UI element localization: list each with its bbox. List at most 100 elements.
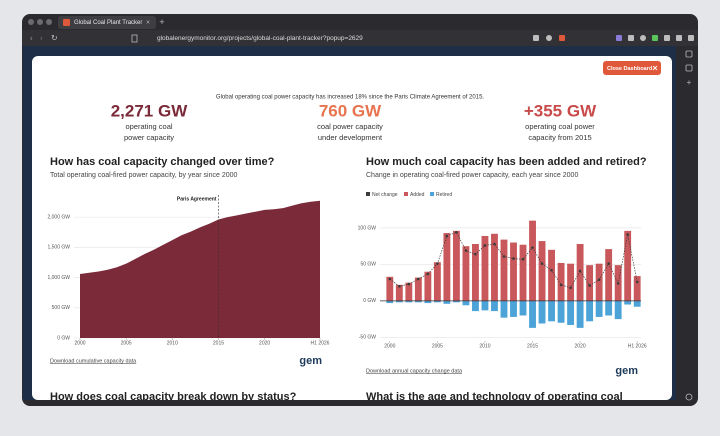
- download-link[interactable]: Download annual capacity change data: [366, 368, 463, 374]
- bar: [510, 300, 517, 317]
- settings-icon[interactable]: [685, 393, 693, 401]
- net-point: [540, 262, 544, 265]
- net-point: [607, 262, 610, 265]
- forward-button[interactable]: ›: [40, 34, 43, 43]
- menu-icon[interactable]: [688, 35, 694, 41]
- translate-icon[interactable]: [533, 35, 539, 41]
- close-icon: ✕: [652, 65, 658, 72]
- download-icon[interactable]: [676, 35, 682, 41]
- net-point: [531, 246, 534, 249]
- net-point: [569, 286, 572, 290]
- net-point: [578, 269, 582, 273]
- bar: [500, 300, 508, 318]
- net-point: [417, 277, 420, 281]
- bar: [624, 230, 632, 301]
- stat-label: power capacity: [124, 133, 174, 142]
- y-tick-label: 100 GW: [358, 225, 377, 231]
- bar: [414, 300, 422, 303]
- minimize-window[interactable]: [37, 19, 43, 25]
- bar: [395, 300, 403, 303]
- y-tick-label: 0 GW: [363, 298, 376, 304]
- extension-icon[interactable]: [640, 35, 646, 41]
- bar: [472, 243, 479, 301]
- back-button[interactable]: ‹: [30, 34, 33, 43]
- net-point: [426, 272, 430, 276]
- x-tick-label: 2010: [479, 343, 490, 349]
- bar: [443, 300, 451, 304]
- bar: [529, 300, 536, 328]
- net-point: [616, 282, 620, 285]
- bar: [519, 244, 527, 301]
- x-tick-label: 2000: [384, 343, 395, 349]
- net-point: [474, 252, 477, 256]
- net-point: [588, 284, 591, 287]
- sidebar-icon[interactable]: [685, 64, 693, 72]
- bar: [519, 300, 527, 316]
- window-bottom: [32, 400, 676, 406]
- stat-label: under development: [318, 133, 383, 142]
- legend-swatch: [430, 192, 434, 196]
- net-point: [512, 257, 515, 260]
- bar: [424, 300, 432, 304]
- x-tick-label: 2005: [432, 343, 443, 349]
- bar: [500, 239, 508, 301]
- logo: gem: [615, 365, 638, 377]
- x-tick-label: 2015: [527, 343, 538, 349]
- stat-label: operating coal: [125, 122, 172, 131]
- y-tick-label: 1,500 GW: [47, 245, 70, 251]
- net-point: [626, 233, 629, 236]
- bookmark-button[interactable]: [131, 34, 138, 43]
- bar: [605, 249, 613, 301]
- sidebar-add[interactable]: +: [687, 78, 692, 87]
- tab[interactable]: [58, 16, 156, 29]
- bar: [538, 241, 546, 301]
- extension-icon[interactable]: [616, 35, 622, 41]
- address-bar[interactable]: globalenergymonitor.org/projects/global-…: [157, 35, 363, 42]
- bar: [595, 263, 603, 301]
- net-point: [521, 258, 525, 261]
- bar: [405, 300, 413, 303]
- section-heading: How does coal capacity break down by sta…: [50, 391, 297, 403]
- extension-icon[interactable]: [628, 35, 634, 41]
- bar: [557, 300, 565, 323]
- x-tick-label: H1 2026: [628, 343, 647, 349]
- extension-icon[interactable]: [664, 35, 670, 41]
- bar: [462, 300, 470, 306]
- section-heading: What is the age and technology of operat…: [366, 391, 623, 403]
- net-point: [597, 278, 601, 282]
- bar: [395, 284, 403, 301]
- reload-button[interactable]: ↻: [51, 34, 58, 43]
- y-tick-label: 500 GW: [52, 305, 71, 311]
- bar: [557, 262, 565, 301]
- extension-icon[interactable]: [559, 35, 565, 41]
- legend-label: Retired: [436, 192, 452, 198]
- bar: [405, 282, 413, 301]
- sidebar-icon[interactable]: [685, 50, 693, 58]
- shield-icon[interactable]: [546, 35, 552, 41]
- maximize-window[interactable]: [46, 19, 52, 25]
- stat-label: operating coal power: [525, 122, 595, 131]
- close-window[interactable]: [28, 19, 34, 25]
- net-point: [559, 283, 563, 287]
- net-point: [635, 280, 639, 284]
- bar: [481, 300, 489, 311]
- bar: [452, 300, 460, 303]
- area: [80, 200, 320, 338]
- net-point: [398, 284, 401, 288]
- net-point: [455, 231, 458, 234]
- y-tick-label: 0 GW: [57, 335, 70, 341]
- bar: [538, 300, 546, 324]
- extension-icon[interactable]: [652, 35, 658, 41]
- bar: [567, 300, 575, 325]
- tab-close[interactable]: ×: [146, 19, 150, 26]
- x-tick-label: 2000: [74, 340, 85, 346]
- net-point: [550, 268, 553, 272]
- bar: [548, 300, 555, 322]
- net-point: [445, 234, 449, 238]
- download-link[interactable]: Download cumulative capacity data: [50, 358, 137, 364]
- close-dashboard-button[interactable]: [603, 61, 661, 75]
- chart-subtitle: Total operating coal-fired power capacit…: [50, 172, 238, 179]
- tab-title: Global Coal Plant Tracker: [74, 20, 142, 26]
- new-tab[interactable]: +: [159, 17, 164, 27]
